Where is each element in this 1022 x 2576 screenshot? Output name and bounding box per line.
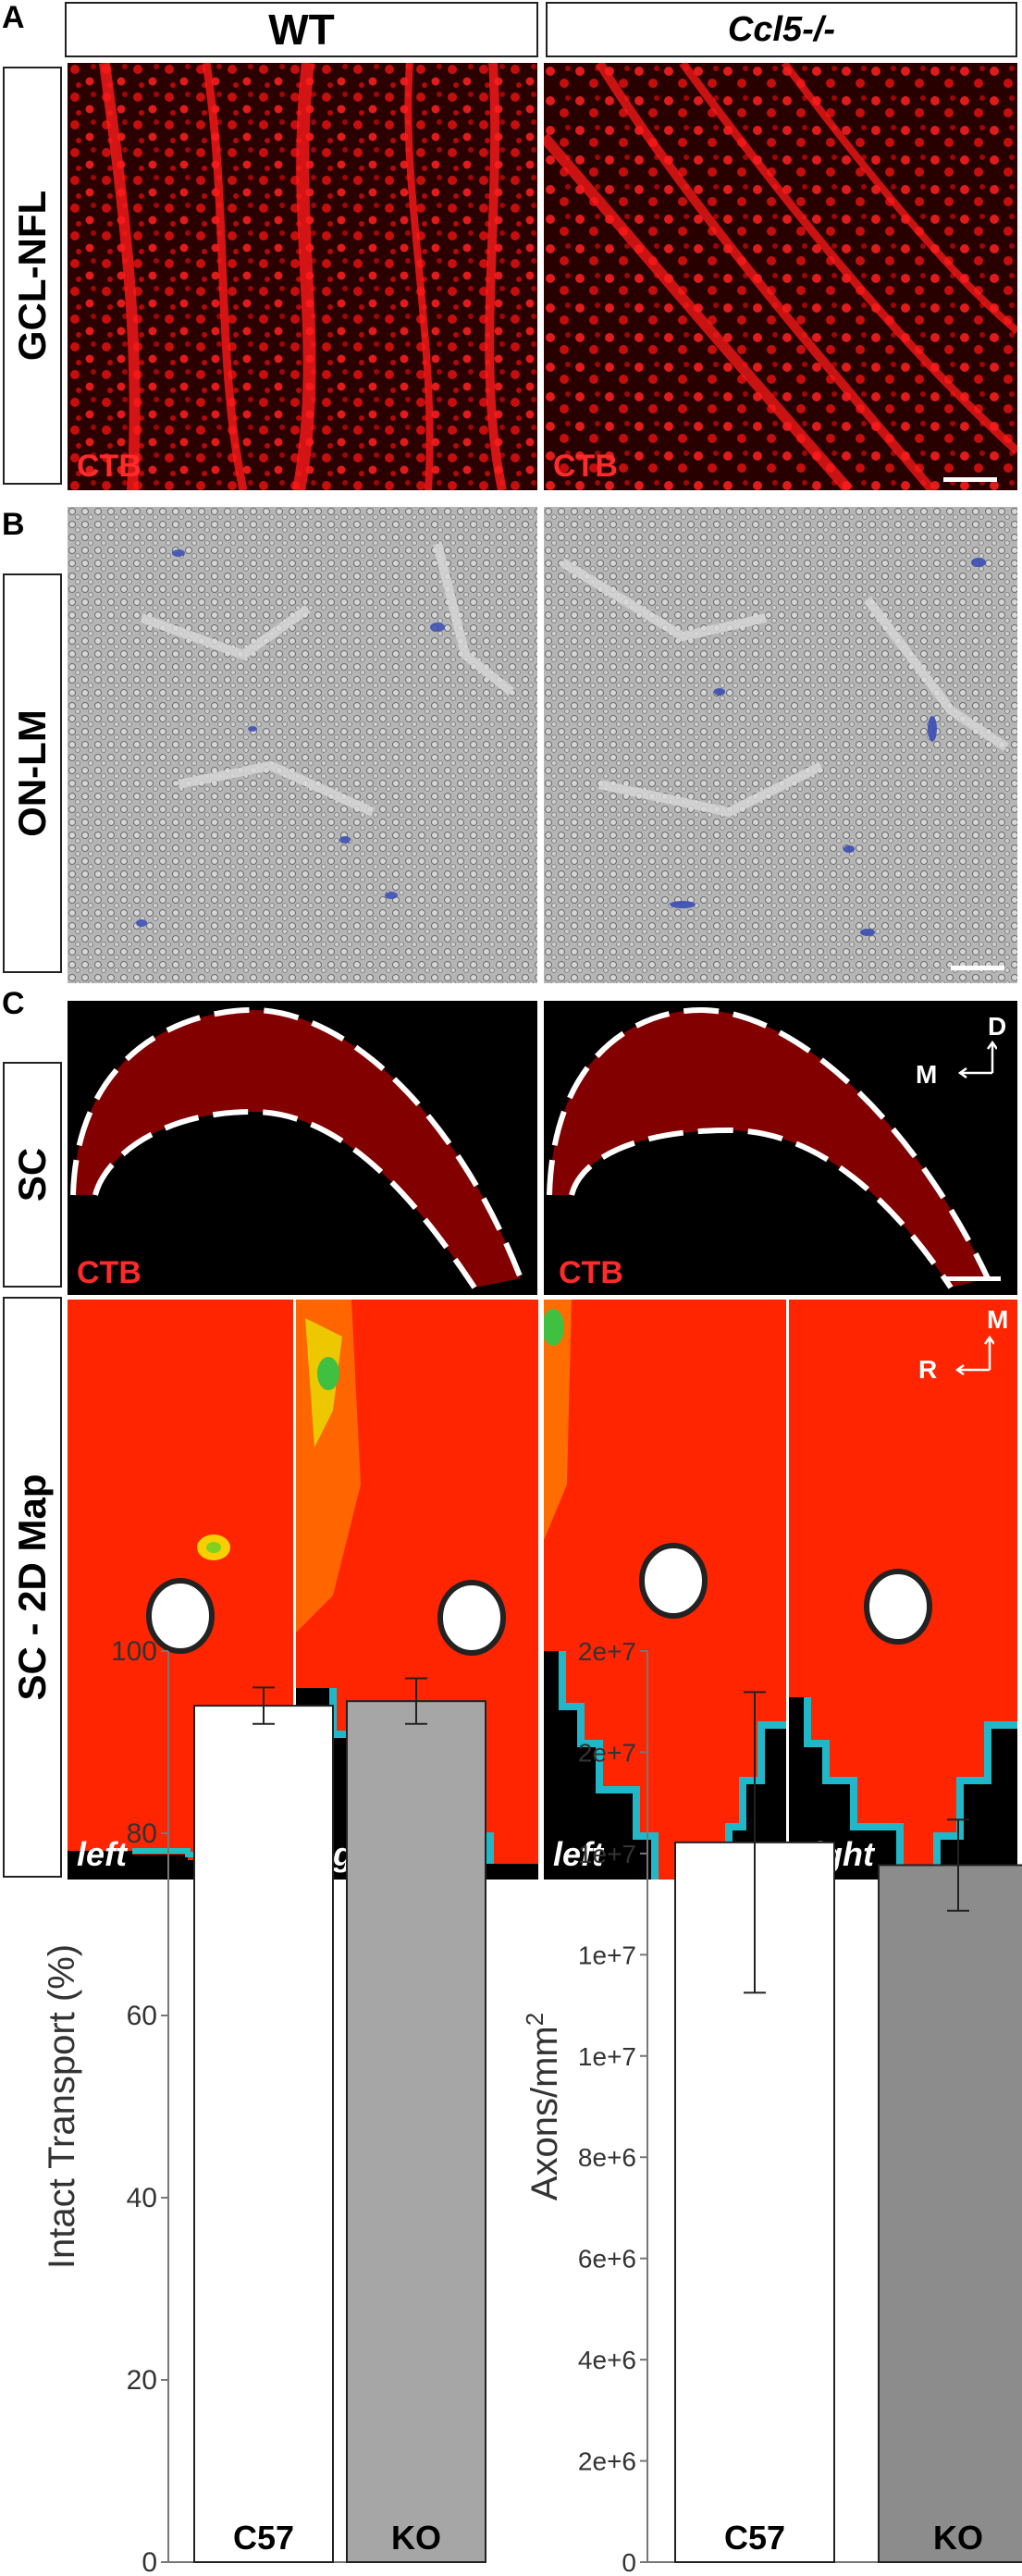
map-label-ko-left: left — [553, 1835, 603, 1873]
chart-d-tick-label: 80 — [127, 1818, 157, 1849]
chart-e-tick-label: 4e+6 — [578, 2346, 636, 2374]
gcl-wt-image: CTB — [68, 63, 537, 490]
chart-e-category-label: C57 — [724, 2519, 785, 2557]
ctb-label-sc-wt: CTB — [77, 1255, 142, 1290]
row-label-gcl-nfl: GCL-NFL — [3, 67, 62, 485]
map-ko-left: left — [544, 1300, 786, 1880]
scale-bar-sc — [945, 1276, 1001, 1281]
chart-e-bar-ko — [878, 1864, 1022, 2564]
chart-d-y-label: Intact Transport (%) — [42, 1944, 82, 2269]
map-label-wt-left: left — [77, 1835, 127, 1873]
orient-medial: M — [916, 1060, 938, 1089]
chart-e-tick-label: 2e+6 — [578, 2447, 636, 2476]
chart-d-bar-c57 — [193, 1705, 334, 2564]
chart-d-bar-ko — [346, 1700, 486, 2564]
gcl-ko-image: CTB — [544, 63, 1017, 490]
sc-ko-texture — [547, 1006, 991, 1289]
on-ko-image — [544, 507, 1017, 983]
ctb-label-gcl-ko: CTB — [553, 449, 618, 484]
chart-e-tick-label: 6e+6 — [578, 2245, 636, 2274]
orient-arrows-sc — [957, 1040, 997, 1079]
chart-d-tick-label: 20 — [127, 2365, 157, 2396]
scale-bar-gcl — [943, 477, 997, 482]
orient-rostral: R — [918, 1355, 938, 1384]
chart-d-tick-label: 40 — [127, 2183, 157, 2213]
gcl-wt-texture — [68, 63, 537, 490]
map-wt-left: left — [68, 1300, 293, 1880]
chart-e-tick-label: 1e+7 — [578, 2042, 636, 2071]
chart-d-tick-label: 0 — [142, 2547, 157, 2576]
chart-e-tick-label: 8e+6 — [578, 2143, 636, 2172]
gcl-ko-texture — [544, 63, 1017, 490]
chart-e-tick-label: 2e+7 — [578, 1637, 636, 1666]
map-ko-right: right M R — [789, 1300, 1017, 1880]
sc-wt-texture — [70, 1006, 523, 1289]
chart-d-tick-label: 60 — [127, 2001, 157, 2031]
column-header-ccl5-ko: Ccl5-/- — [546, 2, 1017, 57]
chart-e-tick-label: 1e+7 — [578, 1941, 636, 1969]
row-label-on-lm: ON-LM — [3, 573, 62, 973]
panel-label-b: B — [2, 507, 25, 542]
chart-d-category-label: C57 — [233, 2519, 294, 2557]
on-wt-image — [68, 507, 537, 983]
sc-wt-image: CTB — [68, 1001, 537, 1295]
chart-d: 0 20 40 60 80 100 Intact Transport (%) C57 KO — [42, 1636, 486, 2576]
orient-medial-map: M — [987, 1305, 1009, 1334]
chart-e-category-label: KO — [933, 2519, 983, 2557]
orient-arrows-map — [954, 1335, 994, 1376]
map-ko-left-texture — [544, 1300, 786, 1880]
row-label-sc-2d-map: SC - 2D Map — [3, 1297, 62, 1878]
chart-d-tick-label: 100 — [111, 1636, 157, 1667]
chart-e-tick-label: 1e+7 — [578, 1840, 636, 1868]
on-wt-texture — [68, 507, 537, 983]
map-ko-right-texture — [789, 1300, 1017, 1880]
ctb-label-sc-ko: CTB — [559, 1255, 623, 1290]
chart-e-tick-label: 0 — [622, 2548, 636, 2576]
panel-label-a: A — [2, 0, 25, 35]
scale-bar-on — [951, 966, 1004, 970]
chart-e-tick-label: 2e+7 — [578, 1738, 636, 1767]
row-label-sc: SC — [3, 1062, 62, 1288]
sc-ko-image: CTB D M — [544, 1001, 1017, 1295]
on-ko-texture — [544, 507, 1017, 983]
panel-label-c: C — [2, 986, 25, 1021]
ctb-label-gcl-wt: CTB — [77, 449, 142, 484]
chart-d-category-label: KO — [391, 2519, 441, 2557]
chart-e-y-label: Axons/mm2 — [521, 2013, 565, 2200]
orient-dorsal: D — [988, 1012, 1007, 1041]
column-header-wt: WT — [65, 2, 538, 57]
chart-e: 0 2e+6 4e+6 6e+6 8e+6 1e+7 1e+7 1e+7 2e+7 2e+7 Axo… — [521, 1637, 1022, 2576]
